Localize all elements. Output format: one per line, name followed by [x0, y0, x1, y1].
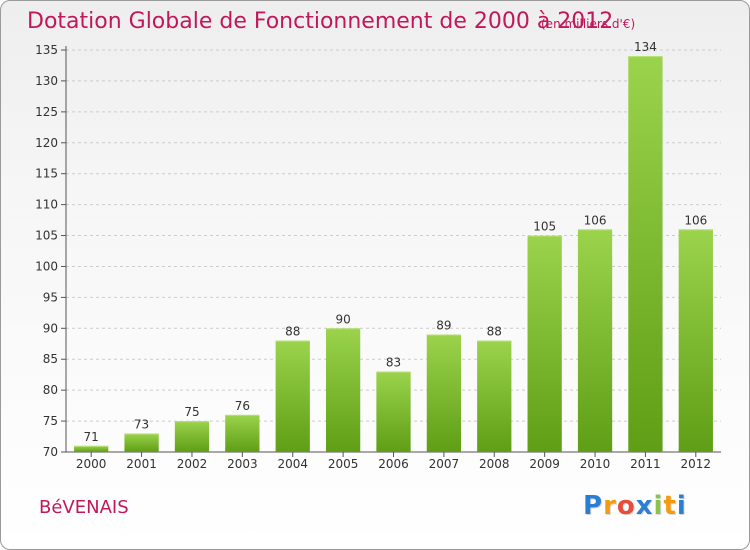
bar-2009: [527, 235, 562, 452]
y-tick-label: 110: [35, 198, 58, 212]
value-label-2005: 90: [335, 312, 350, 326]
y-tick-label: 75: [43, 414, 58, 428]
y-tick-label: 130: [35, 74, 58, 88]
bar-2000: [74, 445, 109, 452]
value-label-2012: 106: [684, 213, 707, 227]
y-tick-label: 70: [43, 445, 58, 459]
x-tick-label-2012: 2012: [681, 457, 712, 471]
value-label-2008: 88: [487, 325, 502, 339]
logo-letter: o: [616, 491, 636, 521]
value-label-2010: 106: [584, 213, 607, 227]
y-tick-label: 80: [43, 383, 58, 397]
bar-2004: [275, 340, 310, 452]
x-tick-label-2007: 2007: [429, 457, 460, 471]
chart-title: Dotation Globale de Fonctionnement de 20…: [27, 9, 614, 34]
y-tick-label: 135: [35, 43, 58, 57]
x-tick-label-2002: 2002: [177, 457, 208, 471]
chart-subtitle: (en milliers d'€): [541, 17, 636, 31]
y-tick-label: 115: [35, 167, 58, 181]
value-label-2006: 83: [386, 356, 401, 370]
logo-letter: x: [635, 491, 654, 521]
logo-letter: i: [653, 491, 664, 521]
x-tick-label-2011: 2011: [630, 457, 661, 471]
value-label-2003: 76: [235, 399, 250, 413]
x-tick-label-2005: 2005: [328, 457, 359, 471]
value-label-2000: 71: [84, 430, 99, 444]
y-tick-label: 125: [35, 105, 58, 119]
bar-2003: [225, 414, 260, 452]
y-tick-label: 120: [35, 136, 58, 150]
logo-letter: P: [583, 491, 604, 521]
x-tick-label-2008: 2008: [479, 457, 510, 471]
y-tick-label: 100: [35, 259, 58, 273]
bar-2010: [577, 229, 613, 452]
x-tick-label-2004: 2004: [277, 457, 308, 471]
bar-2008: [477, 340, 512, 452]
y-tick-label: 90: [43, 321, 58, 335]
y-tick-label: 95: [43, 290, 58, 304]
value-label-2002: 75: [184, 405, 199, 419]
bar-2001: [124, 433, 159, 452]
logo-letter: i: [676, 491, 687, 521]
bar-2005: [325, 328, 361, 452]
bar-2006: [376, 371, 411, 452]
value-label-2011: 134: [634, 40, 657, 54]
x-tick-label-2000: 2000: [76, 457, 107, 471]
value-label-2001: 73: [134, 417, 149, 431]
commune-name: BéVENAIS: [39, 497, 129, 518]
value-label-2007: 89: [436, 318, 451, 332]
bar-2002: [174, 421, 210, 452]
x-tick-label-2010: 2010: [580, 457, 611, 471]
value-label-2004: 88: [285, 325, 300, 339]
x-tick-label-2001: 2001: [126, 457, 157, 471]
proxiti-logo: Proxiti: [583, 491, 687, 521]
y-tick-label: 105: [35, 229, 58, 243]
logo-letter: t: [663, 491, 677, 521]
value-label-2009: 105: [533, 220, 556, 234]
x-tick-label-2003: 2003: [227, 457, 258, 471]
bar-2007: [426, 334, 462, 452]
x-tick-label-2009: 2009: [529, 457, 560, 471]
logo-letter: r: [603, 491, 617, 521]
x-tick-label-2006: 2006: [378, 457, 409, 471]
bar-2011: [628, 56, 663, 452]
y-tick-label: 85: [43, 352, 58, 366]
bar-2012: [678, 229, 713, 452]
